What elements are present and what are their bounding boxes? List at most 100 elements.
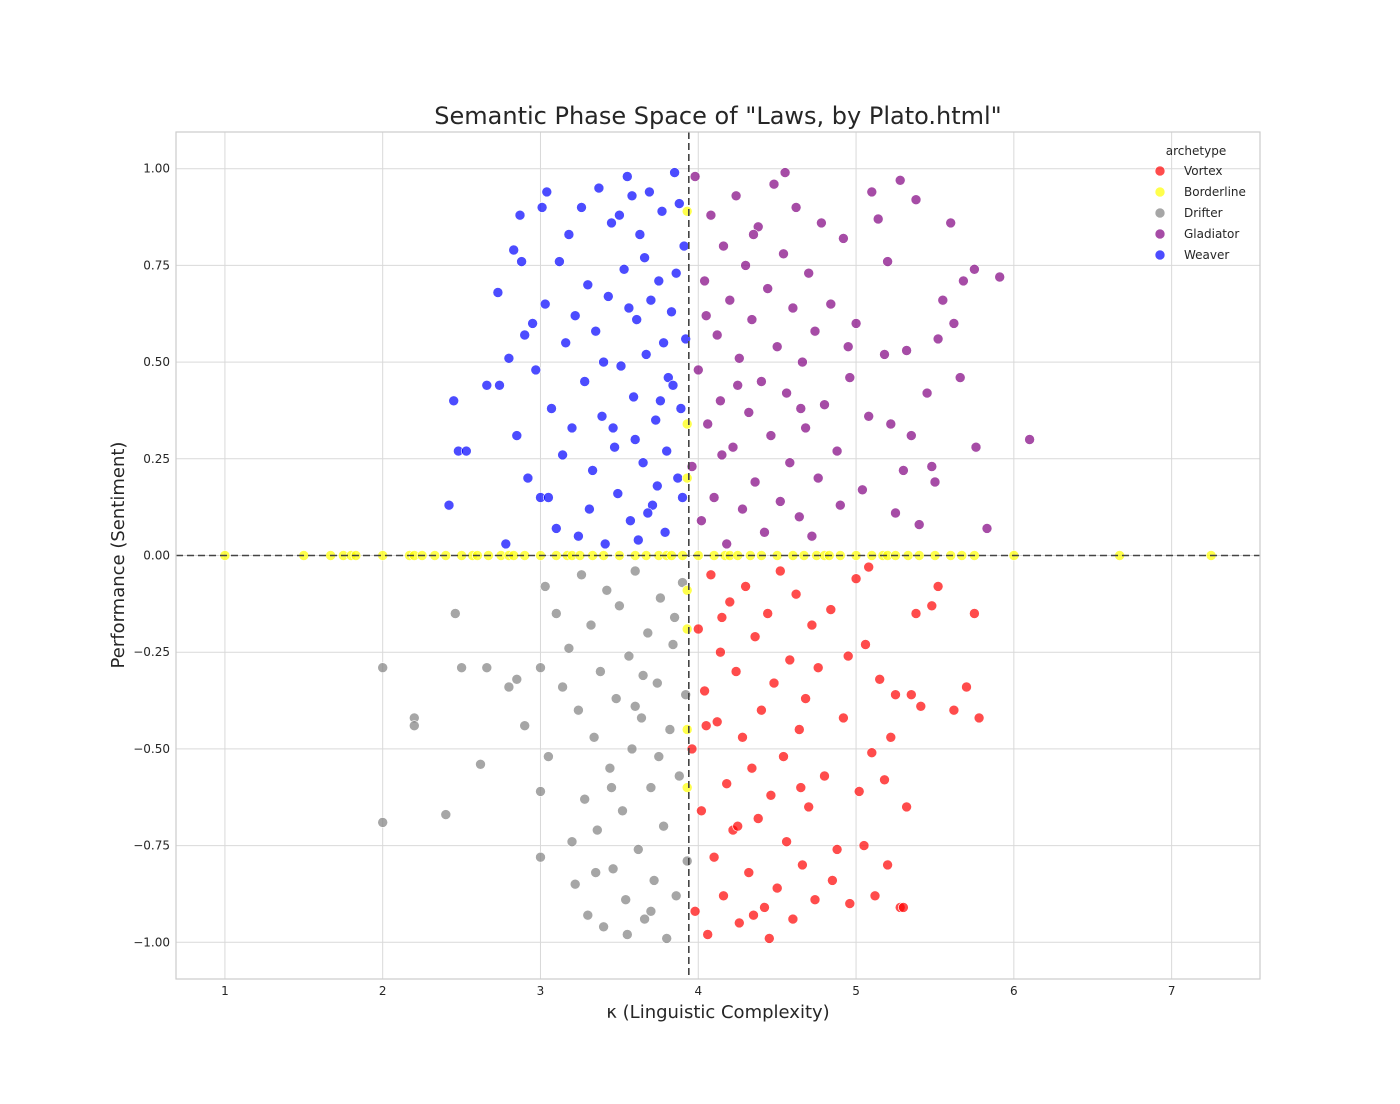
data-point [546, 403, 557, 414]
data-point [677, 577, 688, 588]
data-point [626, 190, 638, 202]
data-point [511, 430, 523, 441]
data-point [858, 840, 870, 851]
data-point [774, 565, 786, 577]
data-point [681, 724, 693, 735]
data-point [598, 921, 609, 933]
data-point [790, 202, 802, 213]
data-point [642, 627, 654, 639]
data-point [806, 530, 818, 542]
data-point [958, 275, 969, 287]
data-point [585, 619, 597, 631]
data-point [795, 403, 807, 414]
data-point [882, 859, 893, 871]
data-point [659, 526, 671, 538]
data-point [519, 720, 531, 732]
y-tick-label: 0.00 [143, 549, 170, 563]
data-point [621, 171, 633, 182]
data-point [618, 263, 630, 275]
data-point [648, 875, 660, 886]
data-point [443, 499, 455, 511]
series-vortex [686, 561, 985, 944]
data-point [970, 441, 982, 453]
data-point [615, 360, 627, 372]
data-point [543, 751, 554, 762]
data-point [724, 596, 736, 608]
data-point [651, 480, 663, 492]
data-point [519, 329, 531, 341]
data-point [662, 372, 674, 383]
data-point [602, 291, 614, 302]
data-point [557, 449, 568, 461]
data-point [700, 310, 712, 322]
data-point [733, 917, 745, 929]
data-point [591, 824, 603, 836]
data-point [948, 318, 960, 329]
data-point [689, 905, 701, 917]
data-point [715, 646, 726, 658]
data-point [727, 441, 739, 453]
data-point [645, 905, 657, 917]
x-tick-label: 1 [221, 984, 229, 998]
legend-marker [1154, 207, 1166, 219]
data-point [647, 499, 658, 511]
legend-marker [1154, 186, 1166, 198]
data-point [535, 786, 546, 797]
data-point [705, 209, 717, 221]
data-point [737, 731, 748, 743]
data-point [749, 631, 761, 643]
data-point [699, 275, 710, 287]
data-point [898, 902, 909, 913]
y-tick-label: 1.00 [143, 162, 170, 176]
data-point [669, 612, 680, 623]
data-point [784, 457, 796, 469]
data-point [842, 341, 854, 353]
legend: archetype Vortex Borderline Drifter Gladiat… [1154, 144, 1246, 262]
data-point [812, 662, 824, 674]
data-point [681, 472, 693, 484]
data-point [609, 441, 620, 453]
data-point [905, 430, 917, 441]
data-point [948, 704, 960, 716]
data-point [863, 410, 875, 422]
data-point [666, 306, 677, 318]
data-point [890, 507, 901, 519]
data-point [718, 240, 729, 252]
x-tick-label: 3 [537, 984, 545, 998]
data-point [576, 202, 587, 213]
data-point [614, 209, 625, 221]
data-point [475, 758, 486, 770]
data-point [915, 700, 927, 712]
data-point [681, 623, 693, 635]
data-point [715, 395, 726, 407]
data-point [593, 182, 605, 194]
data-point [539, 298, 551, 310]
data-point [730, 666, 742, 677]
data-point [800, 422, 811, 434]
data-point [440, 809, 452, 820]
data-point [759, 902, 770, 913]
y-tick-label: −0.50 [133, 742, 170, 756]
data-point [765, 430, 777, 441]
data-point [460, 445, 472, 457]
data-point [492, 287, 504, 298]
data-point [929, 476, 941, 488]
data-point [711, 716, 723, 728]
y-tick-label: 0.75 [143, 258, 170, 272]
data-point [853, 786, 865, 797]
data-point [514, 209, 526, 221]
legend-marker [1154, 228, 1166, 240]
data-point [527, 318, 538, 329]
data-point [771, 341, 783, 353]
data-point [636, 712, 647, 724]
data-point [681, 418, 693, 430]
data-point [530, 364, 542, 376]
data-point [765, 789, 777, 801]
data-point [651, 677, 663, 689]
data-point [866, 186, 878, 198]
data-point [579, 793, 591, 805]
data-point [670, 890, 682, 902]
data-point [816, 217, 827, 229]
